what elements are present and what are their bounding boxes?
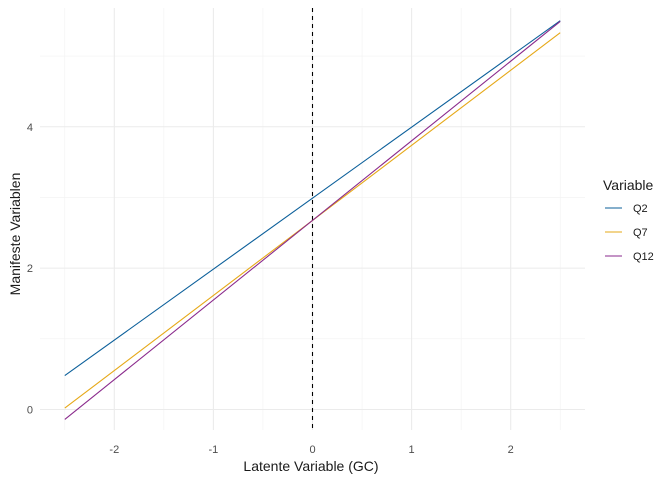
- x-tick-label: 1: [409, 444, 415, 456]
- x-tick-label: -2: [109, 444, 119, 456]
- grid: [40, 8, 585, 430]
- y-tick-label: 2: [27, 263, 33, 275]
- x-tick-label: -1: [209, 444, 219, 456]
- y-axis-ticks: 0 2 4: [27, 122, 33, 417]
- legend: Variable Q2 Q7 Q12: [603, 177, 654, 263]
- series-line-q12: [64, 21, 561, 420]
- x-tick-label: 0: [309, 444, 315, 456]
- legend-label-q7: Q7: [633, 227, 648, 239]
- legend-label-q12: Q12: [633, 251, 654, 263]
- y-tick-label: 4: [27, 122, 33, 134]
- y-tick-label: 0: [27, 405, 33, 417]
- series-line-q2: [64, 20, 561, 377]
- x-axis-ticks: -2 -1 0 1 2: [109, 444, 513, 456]
- x-tick-label: 2: [508, 444, 514, 456]
- x-axis-title: Latente Variable (GC): [243, 458, 378, 474]
- y-axis-title: Manifeste Variablen: [7, 173, 23, 296]
- legend-title: Variable: [603, 177, 654, 193]
- legend-label-q2: Q2: [633, 203, 648, 215]
- series-lines: [64, 20, 561, 420]
